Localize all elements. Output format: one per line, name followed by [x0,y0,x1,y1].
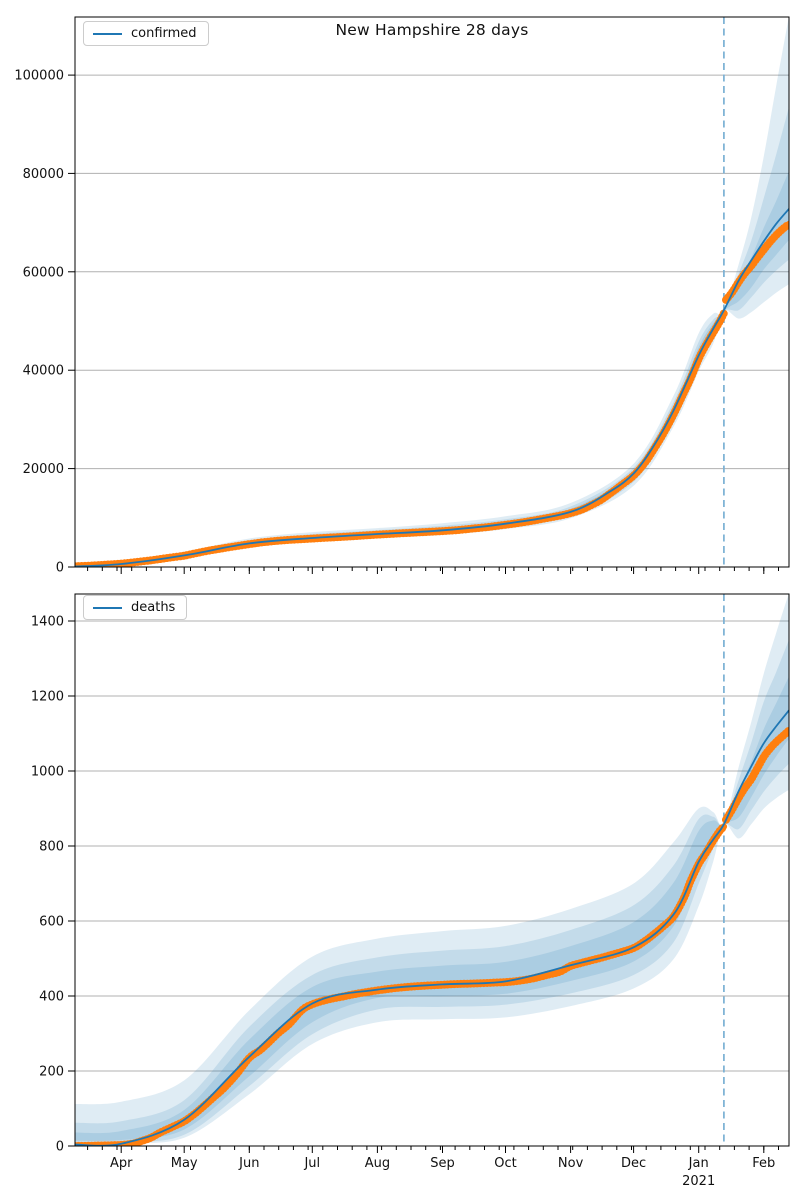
ytick-label: 600 [39,915,64,930]
ytick-label: 400 [39,990,64,1005]
ytick-label: 60000 [23,265,64,280]
xtick-label: Sep [430,1156,455,1171]
confirmed-plot-area [75,17,789,567]
axes-frame [74,593,790,1147]
xtick-label: Feb [752,1156,775,1171]
deaths-forecast-line [75,709,789,1146]
xtick-label: Aug [365,1156,390,1171]
ytick-label: 80000 [23,167,64,182]
confidence-band-middle [75,107,789,567]
confidence-band-inner [75,171,789,567]
deaths-line-swatch [93,606,122,609]
confidence-band-outer [75,17,789,567]
xtick-label: Nov [558,1156,584,1171]
year-label: 2021 [682,1174,715,1189]
ytick-label: 0 [56,561,64,576]
xtick-label: Dec [621,1156,646,1171]
confirmed-line-swatch [93,32,122,35]
xtick-label: May [171,1156,198,1171]
axes-frame [74,16,790,568]
ytick-label: 200 [39,1065,64,1080]
ytick-label: 40000 [23,364,64,379]
ytick-label: 0 [56,1140,64,1155]
xtick-label: Jan [688,1156,709,1171]
xtick-label: Apr [110,1156,133,1171]
legend-deaths: deaths [83,595,188,620]
ytick-label: 1200 [31,690,64,705]
chart-title: New Hampshire 28 days [335,21,529,39]
xtick-label: Oct [494,1156,516,1171]
deaths-plot-area [75,594,789,1146]
legend-deaths-label: deaths [131,600,176,615]
legend-confirmed-label: confirmed [131,26,197,41]
ytick-label: 800 [39,840,64,855]
ytick-label: 1400 [31,615,64,630]
ytick-label: 1000 [31,765,64,780]
legend-confirmed: confirmed [83,21,209,46]
deaths-actual-after-forecast-start-line [722,727,789,823]
ytick-label: 20000 [23,462,64,477]
confirmed-forecast-line [75,208,789,567]
ytick-label: 100000 [14,69,64,84]
xtick-label: Jul [303,1156,320,1171]
xtick-label: Jun [238,1156,259,1171]
